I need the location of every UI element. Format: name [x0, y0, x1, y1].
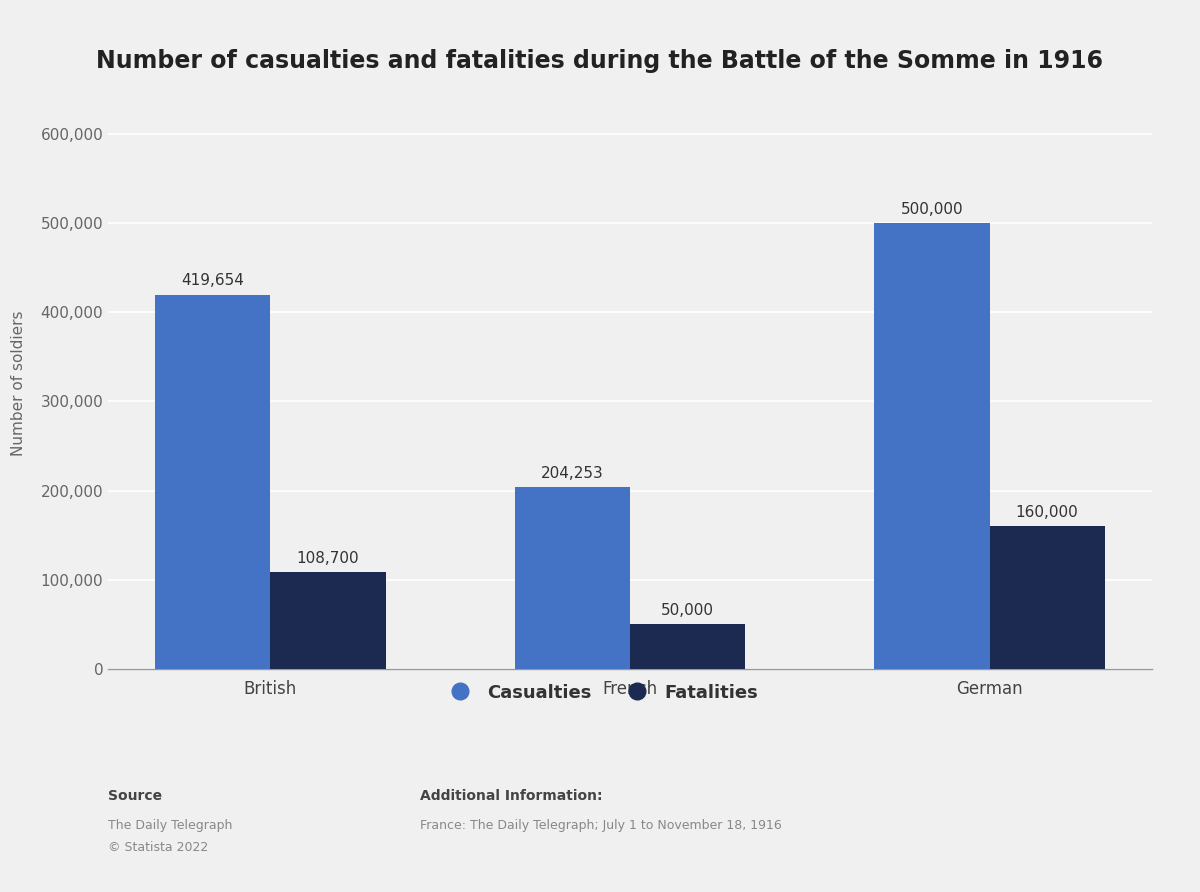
- Text: 204,253: 204,253: [541, 466, 604, 481]
- Text: Source: Source: [108, 789, 162, 804]
- Bar: [630, 624, 745, 669]
- Text: 419,654: 419,654: [181, 274, 245, 288]
- Legend: Casualties, Fatalities: Casualties, Fatalities: [436, 677, 764, 709]
- Text: © Statista 2022: © Statista 2022: [108, 841, 209, 855]
- Text: France: The Daily Telegraph; July 1 to November 18, 1916: France: The Daily Telegraph; July 1 to N…: [420, 819, 781, 832]
- Bar: [156, 294, 270, 669]
- Text: 50,000: 50,000: [661, 603, 714, 618]
- Bar: [270, 572, 385, 669]
- Bar: [515, 487, 630, 669]
- Text: 108,700: 108,700: [296, 550, 359, 566]
- Text: Additional Information:: Additional Information:: [420, 789, 602, 804]
- Bar: [990, 526, 1104, 669]
- Text: Number of casualties and fatalities during the Battle of the Somme in 1916: Number of casualties and fatalities duri…: [96, 49, 1104, 73]
- Text: 500,000: 500,000: [901, 202, 964, 217]
- Y-axis label: Number of soldiers: Number of soldiers: [12, 310, 26, 457]
- Bar: [875, 223, 990, 669]
- Text: 160,000: 160,000: [1015, 505, 1079, 520]
- Text: The Daily Telegraph: The Daily Telegraph: [108, 819, 233, 832]
